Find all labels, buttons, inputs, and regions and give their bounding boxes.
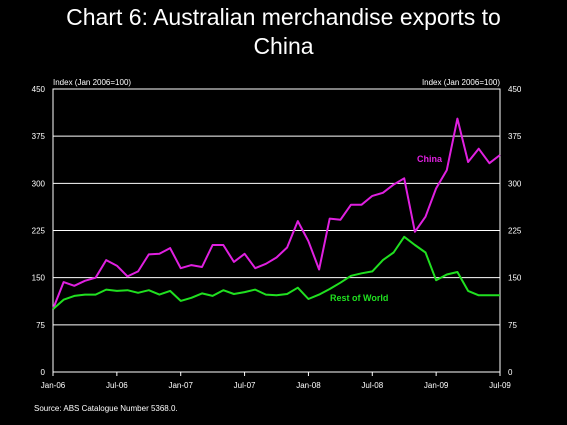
x-tick-label: Jul-07: [234, 381, 256, 390]
x-tick-label: Jul-08: [361, 381, 383, 390]
chart-title: Chart 6: Australian merchandise exports …: [0, 3, 567, 61]
x-tick-label: Jan-09: [424, 381, 449, 390]
y-tick-label-left: 225: [32, 227, 46, 236]
x-tick-label: Jul-06: [106, 381, 128, 390]
y-tick-label-right: 375: [508, 132, 522, 141]
y-axis-left: 0 75 150 225 300 375 450: [32, 85, 46, 377]
y-tick-label-left: 450: [32, 85, 46, 94]
y-tick-label-left: 0: [41, 368, 46, 377]
source-note: Source: ABS Catalogue Number 5368.0.: [34, 404, 178, 413]
series-label-rest-of-world: Rest of World: [330, 293, 388, 303]
y-tick-label-right: 225: [508, 227, 522, 236]
y-tick-label-left: 300: [32, 179, 46, 188]
y-tick-label-right: 450: [508, 85, 522, 94]
series-line-rest-of-world: [52, 235, 500, 310]
y-tick-label-left: 375: [32, 132, 46, 141]
y-tick-label-right: 0: [508, 368, 513, 377]
x-tick-label: Jan-07: [168, 381, 193, 390]
x-tick-label: Jan-06: [41, 381, 66, 390]
grid-lines: [53, 135, 500, 326]
series-label-china: China: [417, 154, 443, 164]
y-axis-left-label: Index (Jan 2006=100): [53, 78, 131, 87]
y-tick-label-right: 150: [508, 274, 522, 283]
y-axis-right: 0 75 150 225 300 375 450: [508, 85, 522, 377]
x-tick-label: Jul-09: [489, 381, 511, 390]
x-axis: Jan-06 Jul-06 Jan-07 Jul-07 Jan-08 Jul-08 Jan-…: [41, 372, 511, 390]
chart-title-line-2: China: [253, 33, 314, 59]
y-tick-label-right: 300: [508, 179, 522, 188]
series-lines: [52, 117, 501, 310]
series-line-china: [52, 117, 501, 310]
y-tick-label-left: 75: [36, 321, 45, 330]
x-tick-label: Jan-08: [296, 381, 321, 390]
y-axis-right-label: Index (Jan 2006=100): [422, 78, 500, 87]
y-tick-label-left: 150: [32, 274, 46, 283]
y-tick-label-right: 75: [508, 321, 517, 330]
chart-title-line-1: Chart 6: Australian merchandise exports …: [66, 4, 501, 30]
